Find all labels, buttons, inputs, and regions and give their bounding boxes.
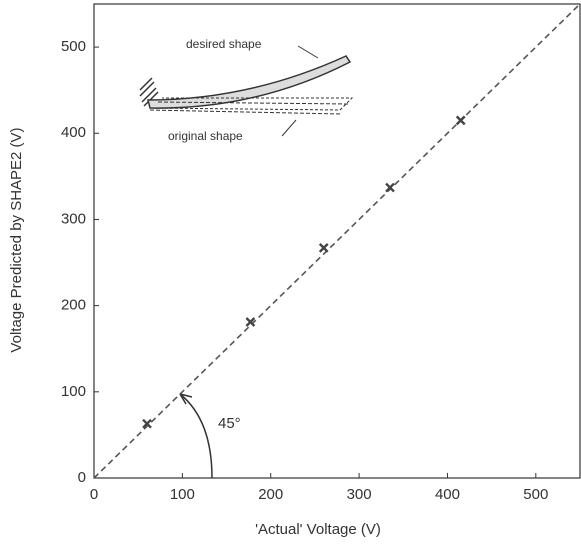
annotation-original: original shape (168, 129, 243, 143)
y-tick-label: 300 (61, 210, 86, 227)
y-tick-label: 400 (61, 124, 86, 141)
annotation-angle: 45° (218, 415, 241, 432)
x-tick-label: 300 (347, 486, 372, 503)
x-tick-label: 0 (90, 486, 98, 503)
plot-frame (93, 3, 581, 479)
data-point (318, 243, 329, 253)
y-tick-label: 0 (78, 469, 86, 486)
annotation-desired: desired shape (186, 37, 262, 51)
x-axis-label: 'Actual' Voltage (V) (255, 521, 381, 538)
y-tick-label: 100 (61, 383, 86, 400)
pointer (297, 45, 319, 59)
x-tick-label: 100 (170, 486, 195, 503)
y-axis-label: Voltage Predicted by SHAPE2 (V) (8, 127, 25, 352)
data-point (385, 182, 395, 193)
beam-diagram (139, 55, 354, 115)
data-point (245, 317, 256, 327)
y-tick-label: 200 (61, 297, 86, 314)
y-tick-label: 500 (61, 38, 86, 55)
data-point (455, 115, 466, 126)
pointer (281, 119, 297, 137)
data-point (142, 418, 152, 429)
x-tick-label: 400 (435, 486, 460, 503)
x-tick-label: 500 (523, 486, 548, 503)
x-tick-label: 200 (258, 486, 283, 503)
identity-line (93, 3, 581, 479)
angle-arc (179, 393, 213, 479)
angle-arrow (179, 393, 193, 405)
